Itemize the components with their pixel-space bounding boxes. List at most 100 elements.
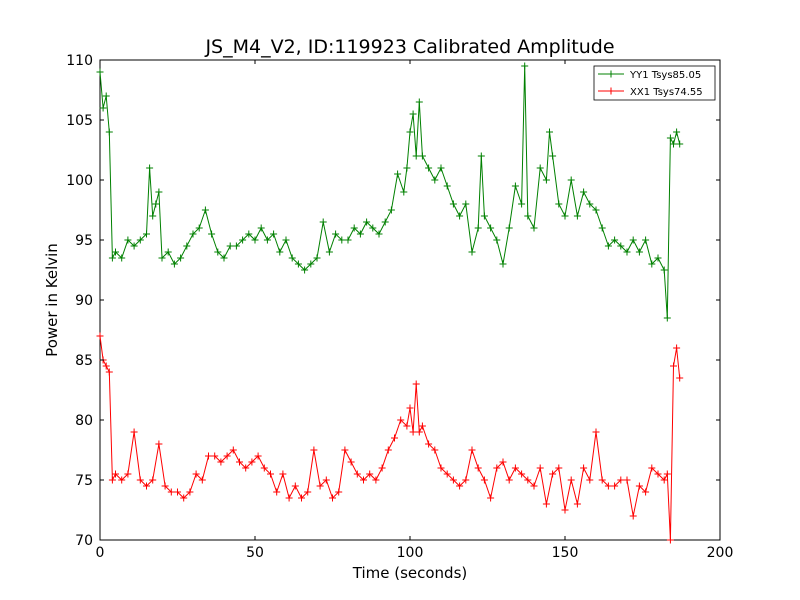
- data-point: [161, 482, 169, 490]
- data-point: [118, 476, 126, 484]
- data-point: [164, 248, 172, 256]
- data-point: [487, 224, 495, 232]
- data-point: [449, 200, 457, 208]
- data-point: [660, 476, 668, 484]
- data-point: [561, 506, 569, 514]
- data-point: [511, 464, 519, 472]
- data-point: [555, 464, 563, 472]
- data-point: [542, 500, 550, 508]
- data-point: [598, 476, 606, 484]
- data-point: [155, 440, 163, 448]
- data-point: [536, 164, 544, 172]
- data-point: [617, 242, 625, 250]
- data-point: [499, 260, 507, 268]
- y-tick-label: 95: [75, 233, 93, 249]
- data-point: [96, 332, 104, 340]
- data-point: [480, 476, 488, 484]
- data-point: [319, 218, 327, 226]
- data-point: [310, 446, 318, 454]
- data-point: [666, 134, 674, 142]
- data-point: [384, 446, 392, 454]
- data-point: [344, 236, 352, 244]
- data-point: [480, 212, 488, 220]
- data-point: [567, 176, 575, 184]
- data-point: [347, 458, 355, 466]
- data-point: [239, 236, 247, 244]
- data-point: [403, 422, 411, 430]
- data-point: [223, 452, 231, 460]
- data-point: [254, 452, 262, 460]
- plot-area-frame: [99, 59, 721, 541]
- y-tick-label: 80: [75, 413, 93, 429]
- x-tick-label: 0: [96, 545, 105, 561]
- data-point: [366, 470, 374, 478]
- data-point: [412, 380, 420, 388]
- data-point: [412, 152, 420, 160]
- data-point: [418, 152, 426, 160]
- data-point: [493, 464, 501, 472]
- x-tick-label: 200: [707, 545, 734, 561]
- data-point: [149, 212, 157, 220]
- data-point: [549, 152, 557, 160]
- data-point: [360, 476, 367, 484]
- data-point: [673, 344, 681, 352]
- data-point: [400, 188, 408, 196]
- series-2: [96, 332, 684, 544]
- data-point: [112, 470, 119, 478]
- y-tick-label: 110: [66, 53, 93, 69]
- data-point: [167, 488, 175, 496]
- data-point: [521, 62, 529, 70]
- legend-label: YY1 Tsys85.05: [629, 70, 701, 81]
- x-tick-label: 150: [552, 545, 579, 561]
- data-point: [403, 164, 411, 172]
- data-point: [604, 482, 612, 490]
- data-point: [217, 458, 225, 466]
- x-tick-label: 50: [246, 545, 264, 561]
- data-point: [474, 224, 482, 232]
- data-point: [130, 428, 138, 436]
- data-point: [232, 242, 240, 250]
- data-point: [387, 206, 395, 214]
- data-point: [279, 470, 287, 478]
- data-point: [418, 422, 426, 430]
- legend-box: [593, 65, 716, 101]
- data-point: [108, 476, 116, 484]
- data-point: [372, 476, 380, 484]
- y-tick-label: 105: [66, 113, 93, 129]
- data-point: [335, 488, 343, 496]
- data-point: [663, 314, 671, 322]
- data-point: [307, 260, 315, 268]
- data-point: [654, 254, 662, 262]
- data-point: [291, 482, 299, 490]
- data-point: [189, 230, 197, 238]
- y-tick-label: 75: [75, 473, 93, 489]
- y-tick-label: 90: [75, 293, 93, 309]
- data-point: [415, 98, 423, 106]
- data-point: [201, 206, 209, 214]
- data-point: [635, 248, 643, 256]
- data-point: [536, 464, 544, 472]
- data-point: [592, 428, 600, 436]
- data-point: [136, 236, 144, 244]
- data-point: [267, 470, 274, 478]
- data-point: [573, 212, 581, 220]
- data-point: [493, 236, 501, 244]
- data-point: [236, 458, 243, 466]
- data-point: [298, 494, 305, 502]
- data-point: [431, 176, 439, 184]
- data-point: [350, 224, 358, 232]
- data-point: [592, 206, 600, 214]
- data-point: [102, 92, 110, 100]
- data-point: [105, 128, 113, 136]
- data-point: [375, 230, 383, 238]
- data-point: [332, 230, 340, 238]
- data-point: [325, 248, 333, 256]
- data-point: [505, 224, 513, 232]
- series-layer: [96, 62, 684, 544]
- data-point: [149, 476, 157, 484]
- data-point: [666, 536, 674, 544]
- data-point: [112, 248, 119, 256]
- legend-entries: YY1 Tsys85.05 XX1 Tsys74.55: [598, 70, 703, 98]
- data-point: [285, 494, 293, 502]
- data-point: [437, 164, 445, 172]
